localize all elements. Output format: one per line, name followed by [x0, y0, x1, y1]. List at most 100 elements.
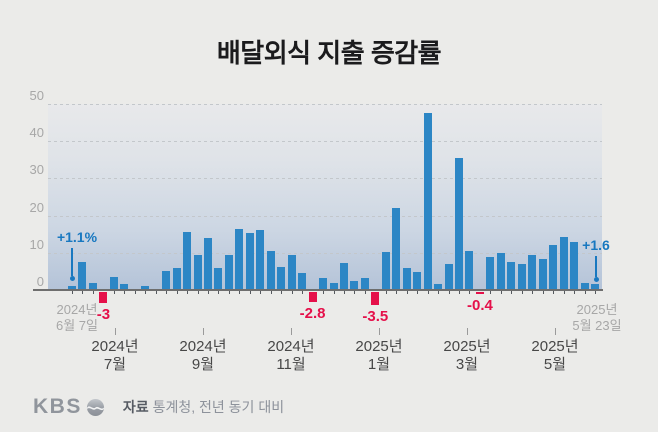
bar: [109, 276, 118, 290]
bar-axis-tick: [239, 291, 241, 294]
bar-axis-tick: [124, 291, 126, 294]
bar-axis-tick: [542, 291, 544, 294]
month-label: 2024년 7월: [91, 338, 139, 373]
bar-axis-tick: [354, 291, 356, 294]
y-axis-label: 0: [36, 274, 44, 289]
bar: [329, 283, 338, 290]
source-text: 자료 통계청, 전년 동기 대비: [122, 399, 285, 415]
bar-axis-tick: [302, 291, 304, 294]
month-tick: [555, 328, 556, 335]
bar: [298, 273, 307, 290]
bar-axis-tick: [176, 291, 178, 294]
kbs-logo: KBS: [33, 395, 82, 418]
bar: [141, 285, 150, 290]
bar: [172, 267, 181, 290]
negative-value-label: -2.8: [299, 305, 326, 323]
chart-plot-area: [48, 104, 602, 290]
source-prefix: 자료: [122, 399, 149, 415]
bar: [214, 268, 223, 290]
first-value-annotation: +1.1%: [56, 229, 98, 245]
bar-axis-tick: [459, 291, 461, 294]
bar: [413, 271, 422, 290]
bar-axis-tick: [166, 291, 168, 294]
negative-bar: [99, 292, 108, 304]
negative-bar: [308, 292, 317, 303]
y-axis-label: 50: [29, 88, 44, 103]
bar-axis-tick: [145, 291, 147, 294]
bar-axis-tick: [427, 291, 429, 294]
bar: [287, 255, 296, 290]
bar: [203, 237, 212, 290]
bar: [193, 254, 202, 290]
bar: [538, 259, 547, 290]
bar-axis-tick: [187, 291, 189, 294]
bar-axis-tick: [155, 291, 157, 294]
page-title: 배달외식 지출 증감률: [216, 38, 442, 68]
negative-value-label: -3: [96, 306, 111, 324]
bar: [381, 251, 390, 290]
month-tick: [203, 328, 204, 335]
bar: [402, 268, 411, 290]
bar-axis-tick: [323, 291, 325, 294]
negative-bar: [475, 292, 484, 294]
month-tick: [379, 328, 380, 335]
bar: [434, 284, 443, 290]
x-axis-line: [33, 289, 603, 291]
bar: [350, 280, 359, 290]
bar: [591, 284, 599, 290]
bar-axis-tick: [574, 291, 576, 294]
bar-axis-tick: [500, 291, 502, 294]
negative-bar: [371, 292, 380, 306]
footer: KBS 자료 통계청, 전년 동기 대비: [33, 395, 285, 418]
month-label: 2025년 3월: [443, 338, 491, 373]
month-tick: [291, 328, 292, 335]
bar: [444, 264, 453, 290]
y-axis-label: 40: [29, 125, 44, 141]
bar-axis-tick: [532, 291, 534, 294]
bar-axis-tick: [260, 291, 262, 294]
first-annotation-line: [71, 248, 73, 276]
bar-axis-tick: [595, 291, 596, 294]
bar: [224, 255, 233, 290]
bar-axis-tick: [92, 291, 94, 294]
bar: [120, 284, 129, 290]
bar-axis-tick: [438, 291, 440, 294]
bar: [580, 283, 589, 290]
bar: [423, 113, 432, 290]
bar-axis-tick: [364, 291, 366, 294]
bar: [392, 208, 401, 290]
bar: [256, 230, 265, 290]
month-label: 2025년 5월: [531, 338, 579, 373]
gridline: [48, 252, 602, 254]
bar-axis-tick: [333, 291, 335, 294]
bar-axis-tick: [207, 291, 209, 294]
bar-axis-tick: [218, 291, 220, 294]
bar: [570, 241, 579, 290]
bar-axis-tick: [490, 291, 492, 294]
bar: [528, 255, 537, 290]
last-annotation-dot: [593, 277, 599, 282]
bar: [277, 266, 286, 290]
bar: [339, 262, 348, 290]
bar: [486, 257, 495, 290]
month-label: 2024년 9월: [179, 338, 227, 373]
bar: [319, 277, 328, 290]
bar: [78, 262, 87, 290]
bar: [496, 252, 505, 290]
bar-axis-tick: [249, 291, 251, 294]
bar: [455, 157, 464, 290]
bar-axis-tick: [228, 291, 230, 294]
negative-value-label: -0.4: [467, 296, 493, 314]
month-tick: [467, 328, 468, 335]
bar-axis-tick: [563, 291, 565, 294]
first-annotation-dot: [69, 276, 75, 281]
bar-axis-tick: [396, 291, 398, 294]
gridline: [48, 141, 602, 143]
bar-axis-tick: [281, 291, 283, 294]
y-axis-label: 30: [29, 162, 44, 178]
gridline: [48, 104, 602, 105]
bar-axis-tick: [291, 291, 293, 294]
end-date-label: 2025년 5월 23일: [572, 302, 622, 333]
bar: [88, 282, 97, 290]
bar-axis-tick: [553, 291, 555, 294]
